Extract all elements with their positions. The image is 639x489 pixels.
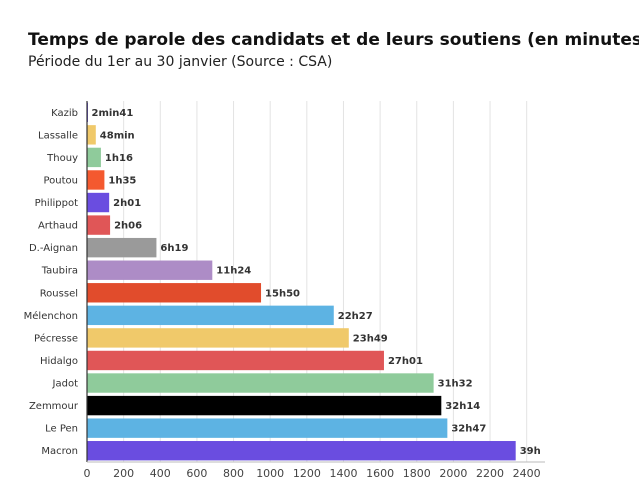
bar-le-pen — [87, 418, 448, 438]
category-label: Mélenchon — [24, 310, 78, 322]
chart-title: Temps de parole des candidats et de leur… — [28, 30, 639, 50]
data-label: 31h32 — [438, 379, 473, 390]
bar-roussel — [87, 283, 262, 303]
data-label: 2h06 — [114, 221, 142, 232]
category-label: Taubira — [41, 266, 78, 277]
category-label: Zemmour — [29, 401, 79, 412]
data-label: 15h50 — [265, 288, 300, 299]
bar-zemmour — [87, 395, 442, 416]
x-tick-label: 2200 — [476, 467, 504, 480]
category-label: Lassalle — [38, 130, 78, 141]
bar-melenchon — [87, 305, 334, 326]
bar-philippot — [87, 192, 110, 213]
bars — [87, 102, 516, 461]
x-tick-label: 800 — [223, 467, 244, 480]
axes — [86, 101, 545, 463]
data-label: 1h35 — [108, 175, 136, 186]
data-label: 11h24 — [216, 266, 251, 277]
x-tick-label: 1600 — [366, 467, 394, 480]
x-tick-label: 600 — [186, 467, 207, 480]
x-tick-label: 200 — [113, 467, 134, 480]
x-tick-label: 2000 — [439, 467, 467, 480]
data-label: 23h49 — [353, 333, 388, 344]
data-label: 32h47 — [451, 424, 486, 435]
x-tick-label: 400 — [150, 467, 171, 480]
category-label: Hidalgo — [40, 356, 78, 367]
data-label: 27h01 — [388, 356, 423, 367]
bar-hidalgo — [87, 350, 384, 371]
bar-taubira — [87, 260, 213, 280]
bar-lassalle — [87, 125, 96, 145]
category-label: Roussel — [40, 288, 78, 299]
data-label: 32h14 — [445, 401, 480, 412]
bar-arthaud — [87, 215, 111, 235]
x-tick-label: 1800 — [403, 467, 431, 480]
bar-jadot — [87, 373, 434, 393]
category-label: Le Pen — [45, 424, 78, 435]
chart-subtitle: Période du 1er au 30 janvier (Source : C… — [28, 54, 333, 70]
category-label: Kazib — [51, 108, 78, 119]
data-label: 6h19 — [160, 243, 188, 254]
bar-d-aignan — [87, 237, 157, 258]
category-label: Philippot — [35, 198, 79, 209]
category-label: D.-Aignan — [29, 243, 78, 254]
bar-poutou — [87, 170, 105, 190]
data-label: 22h27 — [338, 311, 373, 322]
x-tick-label: 1200 — [293, 467, 321, 480]
bar-thouy — [87, 147, 101, 168]
data-label: 48min — [100, 130, 135, 141]
data-label: 1h16 — [105, 153, 133, 164]
x-tick-label: 1000 — [256, 467, 284, 480]
x-tick-label: 1400 — [329, 467, 357, 480]
category-label: Macron — [41, 446, 78, 457]
data-label: 2min41 — [91, 108, 133, 119]
category-label: Jadot — [52, 379, 79, 390]
category-label: Thouy — [46, 153, 78, 164]
bar-pecresse — [87, 328, 349, 348]
data-label: 2h01 — [113, 198, 141, 209]
category-label: Pécresse — [34, 332, 78, 344]
x-tick-label: 0 — [84, 467, 91, 480]
bar-macron — [87, 441, 516, 461]
data-label: 39h — [520, 446, 541, 457]
x-tick-label: 2400 — [513, 467, 541, 480]
labels: 0 200 400 600 800 1000 1200 1400 1600 1800 2000 220… — [24, 108, 541, 480]
category-label: Arthaud — [38, 221, 78, 232]
category-label: Poutou — [43, 175, 78, 186]
